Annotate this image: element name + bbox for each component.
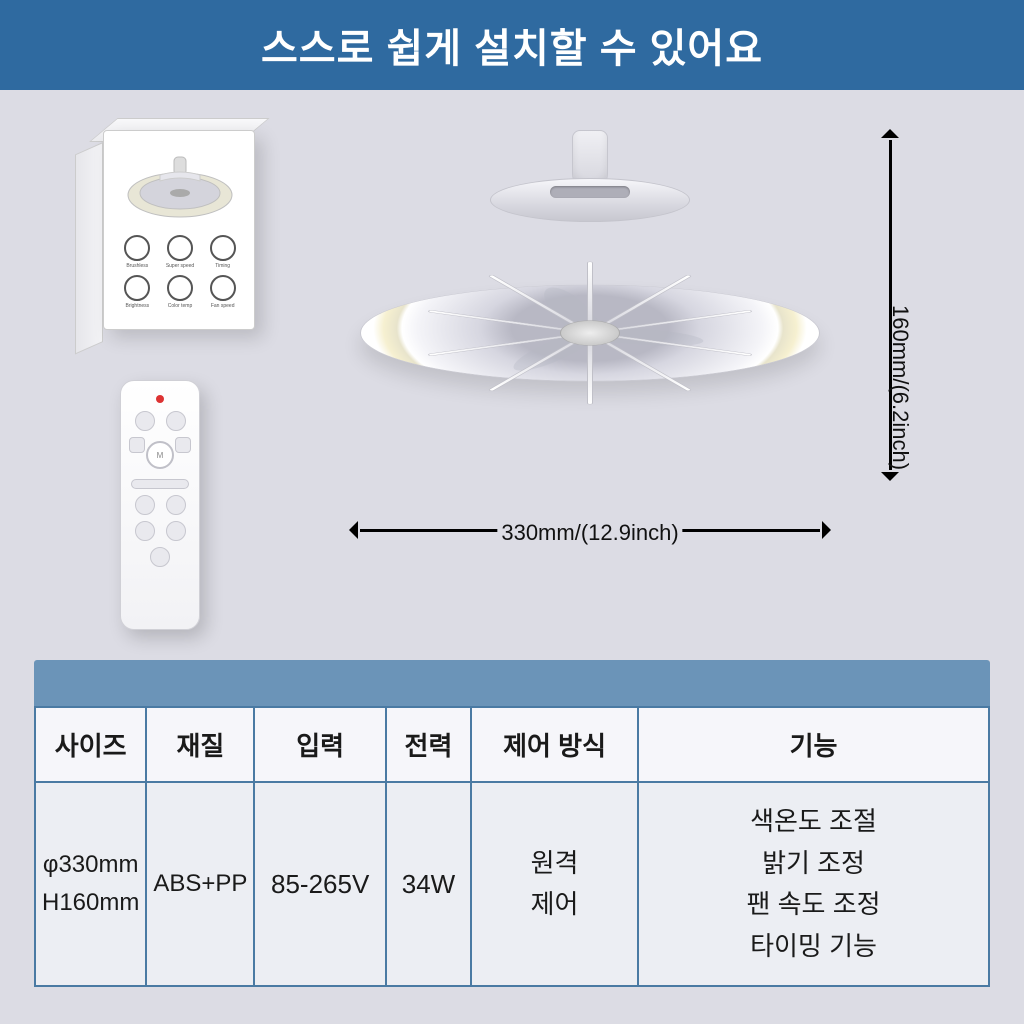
height-label: 160mm/(6.2inch) (887, 305, 913, 470)
product-stage: Brushless Super speed Timing Brightness … (0, 90, 1024, 650)
td-function: 색온도 조절 밝기 조정 팬 속도 조정 타이밍 기능 (638, 782, 989, 986)
remote-button (166, 521, 186, 541)
th-material: 재질 (146, 707, 254, 782)
remote-button (135, 521, 155, 541)
td-control: 원격 제어 (471, 782, 638, 986)
box-icon: Brushless (120, 235, 155, 269)
remote-led-icon (156, 395, 164, 403)
package-box: Brushless Super speed Timing Brightness … (75, 130, 255, 350)
func-line: 색온도 조절 (645, 801, 982, 843)
remote-button (135, 411, 155, 431)
lamp-ring (360, 218, 820, 448)
remote-control: M (120, 380, 200, 630)
box-front: Brushless Super speed Timing Brightness … (103, 130, 255, 330)
box-side (75, 142, 103, 354)
spec-table: 사이즈 재질 입력 전력 제어 방식 기능 φ330mm H160mm ABS+… (34, 660, 990, 987)
width-label: 330mm/(12.9inch) (497, 520, 682, 546)
func-line: 밝기 조정 (645, 843, 982, 885)
lamp-canopy (490, 178, 690, 222)
table-row: 사이즈 재질 입력 전력 제어 방식 기능 (35, 707, 989, 782)
fan-lamp (360, 130, 820, 490)
td-size: φ330mm H160mm (35, 782, 146, 986)
th-input: 입력 (254, 707, 385, 782)
header-title: 스스로 쉽게 설치할 수 있어요 (261, 16, 763, 74)
box-product-thumb (116, 147, 244, 227)
remote-slider (131, 479, 189, 489)
td-power: 34W (386, 782, 471, 986)
size-line: H160mm (42, 884, 139, 922)
box-feature-icons: Brushless Super speed Timing Brightness … (120, 235, 240, 309)
box-icon: Brightness (120, 275, 155, 309)
control-line: 제어 (478, 884, 631, 926)
th-control: 제어 방식 (471, 707, 638, 782)
box-icon: Color temp (163, 275, 198, 309)
remote-center-button: M (146, 441, 174, 469)
fan-hub (560, 320, 620, 345)
spec-table-grid: 사이즈 재질 입력 전력 제어 방식 기능 φ330mm H160mm ABS+… (34, 706, 990, 987)
func-line: 팬 속도 조정 (645, 884, 982, 926)
th-size: 사이즈 (35, 707, 146, 782)
lamp-cage (360, 285, 820, 382)
box-icon: Super speed (163, 235, 198, 269)
table-row: φ330mm H160mm ABS+PP 85-265V 34W 원격 제어 색… (35, 782, 989, 986)
func-line: 타이밍 기능 (645, 926, 982, 968)
box-icon: Fan speed (205, 275, 240, 309)
th-function: 기능 (638, 707, 989, 782)
header: 스스로 쉽게 설치할 수 있어요 (0, 0, 1024, 90)
remote-button (129, 437, 145, 453)
lamp-vent (550, 186, 630, 198)
remote-button (166, 495, 186, 515)
th-power: 전력 (386, 707, 471, 782)
remote-button (150, 547, 170, 567)
box-icon: Timing (205, 235, 240, 269)
spec-top-bar (34, 660, 990, 706)
td-material: ABS+PP (146, 782, 254, 986)
remote-button (135, 495, 155, 515)
size-line: φ330mm (42, 846, 139, 884)
height-dimension: 160mm/(6.2inch) (870, 140, 910, 470)
remote-button (166, 411, 186, 431)
control-line: 원격 (478, 843, 631, 885)
width-dimension: 330mm/(12.9inch) (360, 510, 820, 550)
td-input: 85-265V (254, 782, 385, 986)
remote-button (175, 437, 191, 453)
